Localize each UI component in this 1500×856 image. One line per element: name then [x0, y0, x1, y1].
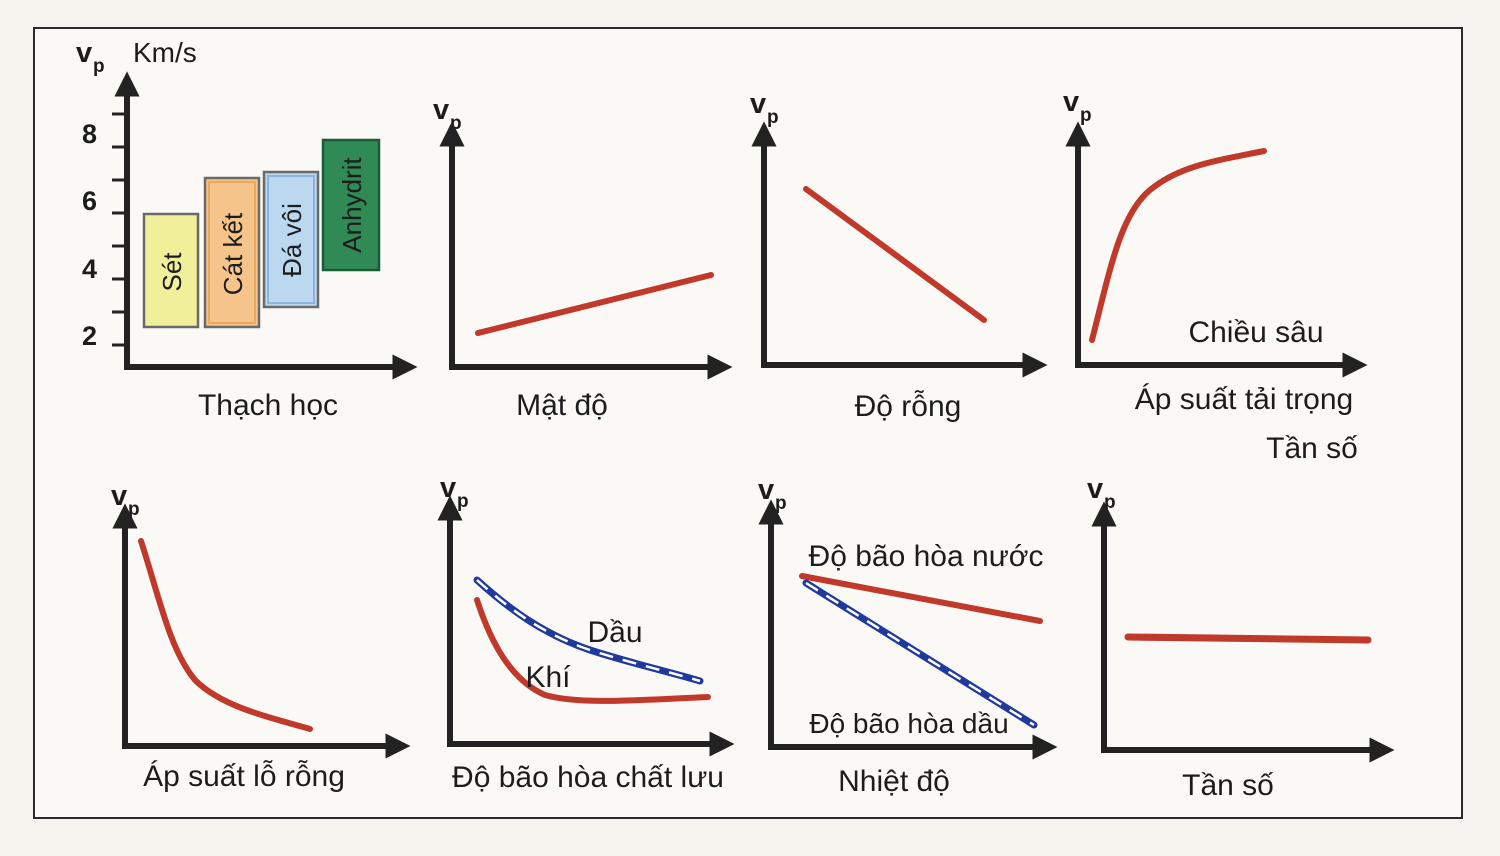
panel-frequency: v p Tần số [1087, 473, 1395, 802]
vp-label: v [76, 37, 92, 69]
water-saturation-label: Độ bão hòa nước [809, 540, 1044, 573]
vp-label: v [1087, 473, 1103, 505]
x-axis-label: Áp suất lỗ rỗng [143, 760, 345, 793]
velocity-curve [138, 538, 313, 732]
vp-subscript: p [128, 499, 140, 520]
block-label: Sét [157, 252, 187, 292]
panel-overburden-pressure: v p Chiều sâu Áp suất tải trọng Tần số [1063, 86, 1368, 465]
block-label: Anhydrit [337, 157, 367, 253]
oil-saturation-label: Độ bão hòa dầu [809, 708, 1008, 739]
velocity-curve [475, 272, 714, 336]
vp-subscript: p [775, 493, 787, 514]
tick-label: 4 [82, 254, 97, 284]
gas-curve-label: Khí [525, 661, 571, 694]
tick-label: 8 [82, 119, 97, 149]
velocity-curve [1124, 633, 1372, 644]
panel-temperature: v p Độ bão hòa nước Độ bão hòa dầu Nhiệt… [758, 474, 1058, 798]
gas-curve [474, 597, 711, 704]
tick-label: 6 [82, 186, 97, 216]
x-axis-label: Áp suất tải trọng [1135, 383, 1353, 416]
x-axis-label-2: Tần số [1266, 432, 1358, 465]
oil-curve-dash [805, 581, 1035, 727]
block-label: Đá vôi [277, 203, 307, 277]
oil-curve-dash [476, 579, 701, 683]
vp-label: v [433, 94, 449, 126]
block-label: Cát kết [218, 212, 248, 295]
block-anhydrit [323, 140, 379, 270]
panel-density: v p Mật độ [433, 94, 733, 422]
vp-subscript: p [93, 56, 105, 77]
block-da-voi [264, 172, 318, 307]
vp-label: v [111, 480, 127, 512]
vp-subscript: p [457, 491, 469, 512]
x-axis-label: Thạch học [198, 389, 338, 422]
x-axis-label: Độ bão hòa chất lưu [452, 761, 724, 794]
panel-porosity: v p Độ rỗng [750, 88, 1048, 423]
panel-fluid-saturation: v p Dầu Khí Độ bão hòa chất lưu [437, 472, 735, 794]
oil-curve-label: Dầu [587, 616, 642, 649]
velocity-curve [803, 186, 987, 323]
panel-pore-pressure: v p Áp suất lỗ rỗng [111, 480, 411, 793]
x-axis-label: Nhiệt độ [838, 765, 950, 798]
water-curve [799, 573, 1043, 624]
y-ticks [112, 112, 127, 347]
vp-label: v [440, 472, 456, 504]
tick-label: 2 [82, 321, 97, 351]
velocity-curve [1089, 148, 1267, 343]
vp-subscript: p [767, 107, 779, 128]
vp-subscript: p [450, 113, 462, 134]
vp-label: v [1063, 86, 1079, 118]
vp-subscript: p [1104, 492, 1116, 513]
vp-label: v [758, 474, 774, 506]
x-axis-label: Độ rỗng [855, 390, 962, 423]
panel-lithology: v p Km/s 8 6 4 2 [76, 37, 418, 422]
block-set [144, 214, 198, 327]
vp-subscript: p [1080, 105, 1092, 126]
velocity-unit: Km/s [133, 37, 197, 68]
x-axis-label: Mật độ [516, 389, 608, 422]
x-axis-label: Tần số [1182, 769, 1274, 802]
block-cat-ket [205, 178, 259, 327]
vp-label: v [750, 88, 766, 120]
depth-label: Chiều sâu [1188, 316, 1323, 349]
